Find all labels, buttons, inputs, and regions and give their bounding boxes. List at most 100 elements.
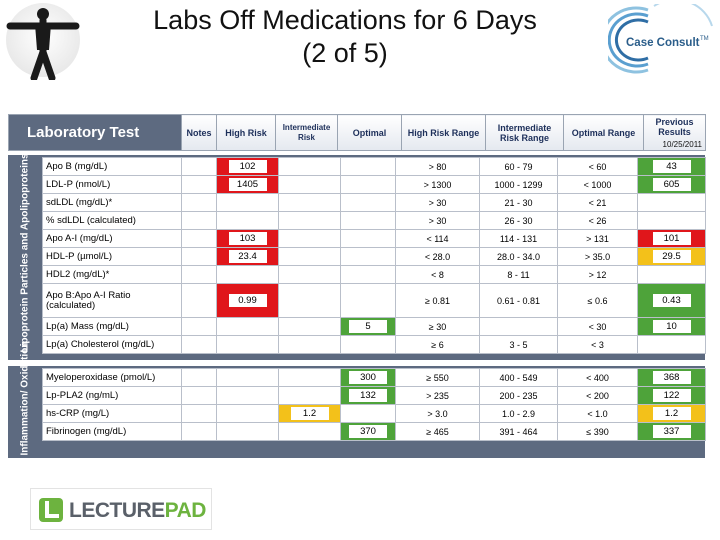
lipoprotein-table: Apo B (mg/dL) 102 > 80 60 - 79 < 60 43 LDL-P (… xyxy=(42,157,706,354)
vitruvian-figure-icon xyxy=(6,3,80,80)
previous-result-cell: 43 xyxy=(637,157,706,176)
intermediate-risk-range: 26 - 30 xyxy=(479,211,558,230)
high-risk-range: ≥ 6 xyxy=(395,335,480,354)
notes-cell xyxy=(181,283,217,318)
lecturepad-l-icon xyxy=(39,498,63,522)
optimal-cell xyxy=(340,157,396,176)
intermediate-risk-cell xyxy=(278,317,341,336)
header-high-risk: High Risk xyxy=(216,114,276,151)
section-label-lipoprotein: Lipoprotein Particles and Apolipoprotein… xyxy=(19,153,31,353)
high-risk-range: < 28.0 xyxy=(395,247,480,266)
test-name: Apo A-I (mg/dL) xyxy=(42,229,182,248)
optimal-cell xyxy=(340,265,396,284)
test-name: % sdLDL (calculated) xyxy=(42,211,182,230)
test-name: sdLDL (mg/dL)* xyxy=(42,193,182,212)
result-value: 0.99 xyxy=(228,294,267,307)
intermediate-risk-cell xyxy=(278,386,341,405)
previous-value: 101 xyxy=(652,232,691,245)
optimal-cell: 300 xyxy=(340,368,396,387)
test-name: LDL-P (nmol/L) xyxy=(42,175,182,194)
optimal-cell xyxy=(340,335,396,354)
optimal-range: < 1000 xyxy=(557,175,638,194)
header-optimal-range: Optimal Range xyxy=(563,114,644,151)
header-high-risk-range: High Risk Range xyxy=(401,114,486,151)
optimal-cell xyxy=(340,229,396,248)
table-row: hs-CRP (mg/L) 1.2 > 3.0 1.0 - 2.9 < 1.0 1.2 xyxy=(42,404,706,423)
test-name: HDL-P (µmol/L) xyxy=(42,247,182,266)
optimal-range: < 21 xyxy=(557,193,638,212)
lecturepad-word-pad: PAD xyxy=(164,499,207,522)
notes-cell xyxy=(181,404,217,423)
optimal-cell xyxy=(340,211,396,230)
test-name: Fibrinogen (mg/dL) xyxy=(42,422,182,441)
table-row: Apo B (mg/dL) 102 > 80 60 - 79 < 60 43 xyxy=(42,157,706,176)
intermediate-risk-cell xyxy=(278,368,341,387)
intermediate-risk-range: 1000 - 1299 xyxy=(479,175,558,194)
previous-result-cell: 122 xyxy=(637,386,706,405)
test-name: Lp-PLA2 (ng/mL) xyxy=(42,386,182,405)
test-name: HDL2 (mg/dL)* xyxy=(42,265,182,284)
optimal-range: < 30 xyxy=(557,317,638,336)
optimal-range: < 26 xyxy=(557,211,638,230)
notes-cell xyxy=(181,265,217,284)
high-risk-range: > 3.0 xyxy=(395,404,480,423)
optimal-range: < 200 xyxy=(557,386,638,405)
optimal-cell: 370 xyxy=(340,422,396,441)
previous-result-cell: 29.5 xyxy=(637,247,706,266)
intermediate-risk-cell xyxy=(278,283,341,318)
previous-result-cell xyxy=(637,335,706,354)
notes-cell xyxy=(181,317,217,336)
high-risk-cell xyxy=(216,317,279,336)
intermediate-risk-range: 0.61 - 0.81 xyxy=(479,283,558,318)
optimal-range: < 1.0 xyxy=(557,404,638,423)
case-consult-logo xyxy=(608,4,713,74)
high-risk-cell: 0.99 xyxy=(216,283,279,318)
previous-result-cell xyxy=(637,211,706,230)
intermediate-risk-cell xyxy=(278,157,341,176)
lecturepad-wordmark: LECTUREPAD xyxy=(69,499,206,523)
high-risk-cell xyxy=(216,404,279,423)
previous-result-cell: 605 xyxy=(637,175,706,194)
result-value: 1.2 xyxy=(290,407,329,420)
optimal-range: > 12 xyxy=(557,265,638,284)
previous-result-cell: 337 xyxy=(637,422,706,441)
previous-value: 10 xyxy=(652,320,691,333)
high-risk-cell xyxy=(216,265,279,284)
high-risk-cell xyxy=(216,368,279,387)
previous-value: 29.5 xyxy=(652,250,691,263)
high-risk-range: > 30 xyxy=(395,211,480,230)
high-risk-range: < 8 xyxy=(395,265,480,284)
header-laboratory-test: Laboratory Test xyxy=(8,114,182,151)
title-line-1: Labs Off Medications for 6 Days xyxy=(153,5,537,35)
high-risk-cell xyxy=(216,386,279,405)
intermediate-risk-range: 28.0 - 34.0 xyxy=(479,247,558,266)
intermediate-risk-range: 200 - 235 xyxy=(479,386,558,405)
high-risk-cell: 102 xyxy=(216,157,279,176)
high-risk-range: > 80 xyxy=(395,157,480,176)
previous-result-cell xyxy=(637,193,706,212)
high-risk-range: > 235 xyxy=(395,386,480,405)
title-line-2: (2 of 5) xyxy=(302,38,388,68)
table-row: Myeloperoxidase (pmol/L) 300 ≥ 550 400 - 54… xyxy=(42,368,706,387)
high-risk-range: < 114 xyxy=(395,229,480,248)
intermediate-risk-range: 391 - 464 xyxy=(479,422,558,441)
test-name: Lp(a) Cholesterol (mg/dL) xyxy=(42,335,182,354)
high-risk-cell xyxy=(216,335,279,354)
intermediate-risk-cell xyxy=(278,211,341,230)
test-name: Lp(a) Mass (mg/dL) xyxy=(42,317,182,336)
table-row: Apo B:Apo A-I Ratio (calculated) 0.99 ≥ 0.… xyxy=(42,283,706,318)
header-intermediate-risk: Intermediate Risk xyxy=(275,114,338,151)
notes-cell xyxy=(181,157,217,176)
result-value: 370 xyxy=(349,425,387,438)
notes-cell xyxy=(181,422,217,441)
result-value: 300 xyxy=(349,371,387,384)
intermediate-risk-range: 21 - 30 xyxy=(479,193,558,212)
optimal-cell: 5 xyxy=(340,317,396,336)
column-header: Laboratory Test Notes High Risk Intermed… xyxy=(8,114,706,151)
intermediate-risk-range: 8 - 11 xyxy=(479,265,558,284)
optimal-range: < 3 xyxy=(557,335,638,354)
intermediate-risk-range: 3 - 5 xyxy=(479,335,558,354)
header-previous-date: 10/25/2011 xyxy=(662,140,702,149)
previous-value: 337 xyxy=(652,425,691,438)
